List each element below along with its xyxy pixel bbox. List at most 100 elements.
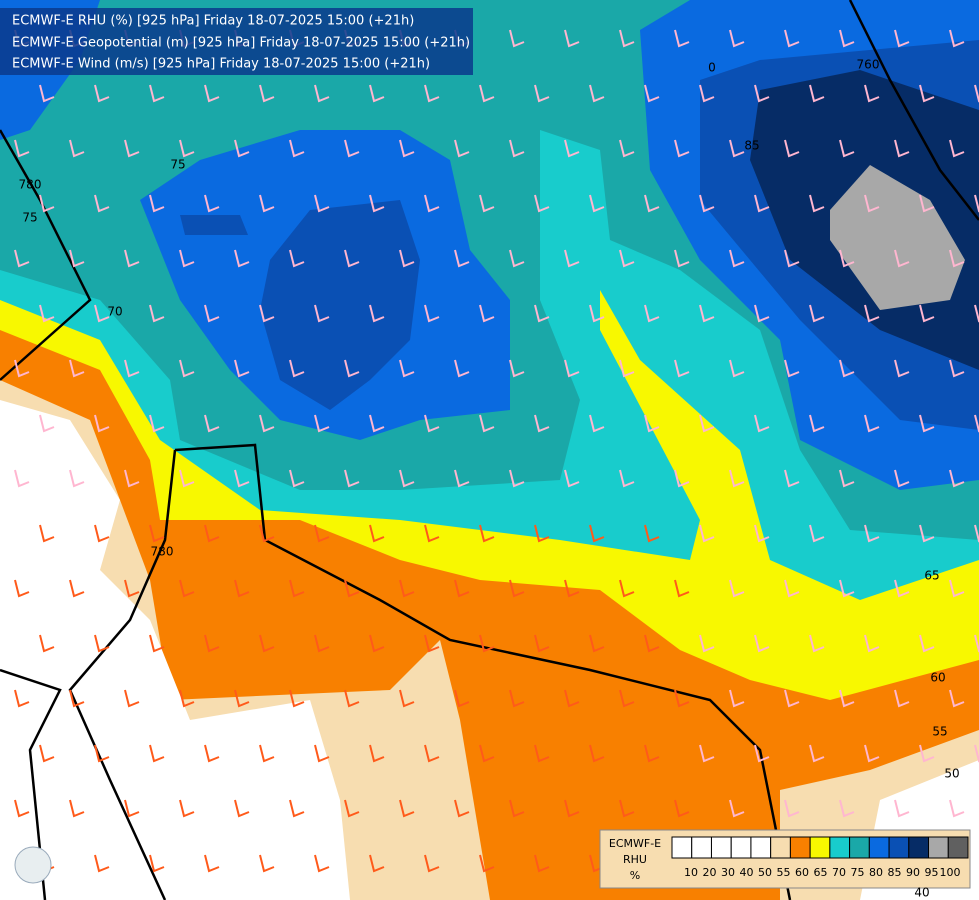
wind-barb [949,29,965,48]
wind-barb [94,84,110,103]
wind-barb [69,579,85,598]
wind-barb [14,469,30,488]
contour-line [848,0,979,221]
wind-barb [644,84,660,103]
wind-barb [39,744,55,763]
wind-barb [94,634,110,653]
wind-barb [179,139,195,158]
contour-label: 70 [107,305,122,319]
wind-barb [974,84,979,103]
wind-barb [589,524,605,543]
wind-barb [14,249,30,268]
wind-barb [564,359,580,378]
wind-barb [179,799,195,818]
contour-label: 760 [857,58,880,72]
wind-barb [94,524,110,543]
wind-barb [674,359,690,378]
wind-barb [949,469,965,488]
contour-label: 60 [930,671,945,685]
wind-barb [949,799,965,818]
wind-barb [534,304,550,323]
wind-barb [644,744,660,763]
field-below-50 [0,400,979,900]
wind-barb [729,139,745,158]
wind-barb [39,84,55,103]
wind-barb [69,799,85,818]
wind-barb [839,249,855,268]
wind-barb [234,139,250,158]
wind-barb [699,84,715,103]
wind-barb [564,799,580,818]
wind-barb [39,524,55,543]
wind-barb [149,194,165,213]
wind-barb [369,304,385,323]
wind-barb [204,634,220,653]
wind-barb [149,414,165,433]
wind-barb [564,29,580,48]
wind-barb [69,359,85,378]
wind-barb [14,579,30,598]
wind-barb [399,469,415,488]
wind-barb [179,689,195,708]
legend-label: 90 [906,866,920,879]
legend-label: 30 [721,866,735,879]
wind-barb [94,194,110,213]
wind-barb [149,634,165,653]
wind-barb [259,524,275,543]
wind-barb [839,359,855,378]
wind-barb [289,469,305,488]
wind-barb [69,249,85,268]
wind-barb [234,469,250,488]
wind-barb [14,139,30,158]
wind-barb [949,579,965,598]
wind-barb [919,634,935,653]
contour-line [0,668,62,900]
legend-swatch [928,836,949,859]
wind-barb [454,359,470,378]
header-box [0,8,473,75]
legend-swatch [691,836,712,859]
wind-barb [619,799,635,818]
wind-barb [424,304,440,323]
legend-swatch [671,836,693,859]
wind-barb [974,414,979,433]
wind-barb [179,249,195,268]
wind-barb [564,579,580,598]
wind-barb [204,854,220,873]
legend-label: 70 [832,866,846,879]
wind-barb [644,304,660,323]
contour-label: 85 [744,139,759,153]
contour-label: 780 [19,178,42,192]
wind-barb [784,359,800,378]
wind-barb [644,414,660,433]
wind-barb [344,689,360,708]
wind-barb [699,634,715,653]
wind-barb [14,689,30,708]
wind-barb [894,249,910,268]
wind-barb [369,634,385,653]
wind-barb [894,689,910,708]
wind-barb [69,139,85,158]
legend-label: 85 [888,866,902,879]
wind-barb [864,194,880,213]
legend-label: 80 [869,866,883,879]
header-line: ECMWF-E Wind (m/s) [925 hPa] Friday 18-0… [12,57,430,72]
wind-barb [94,414,110,433]
wind-barb [149,304,165,323]
contour-label: 0 [708,61,716,75]
wind-barb [509,249,525,268]
contour-label: 65 [924,569,939,583]
wind-barb [894,469,910,488]
wind-barb [479,194,495,213]
legend-label: 95 [925,866,939,879]
wind-barb [894,139,910,158]
wind-barb [619,29,635,48]
wind-barb [619,359,635,378]
wind-barb [39,634,55,653]
wind-barb [809,194,825,213]
wind-barb [839,579,855,598]
contour-label: 75 [170,158,185,172]
legend-label: 20 [703,866,717,879]
wind-barb [424,84,440,103]
wind-barb [729,249,745,268]
